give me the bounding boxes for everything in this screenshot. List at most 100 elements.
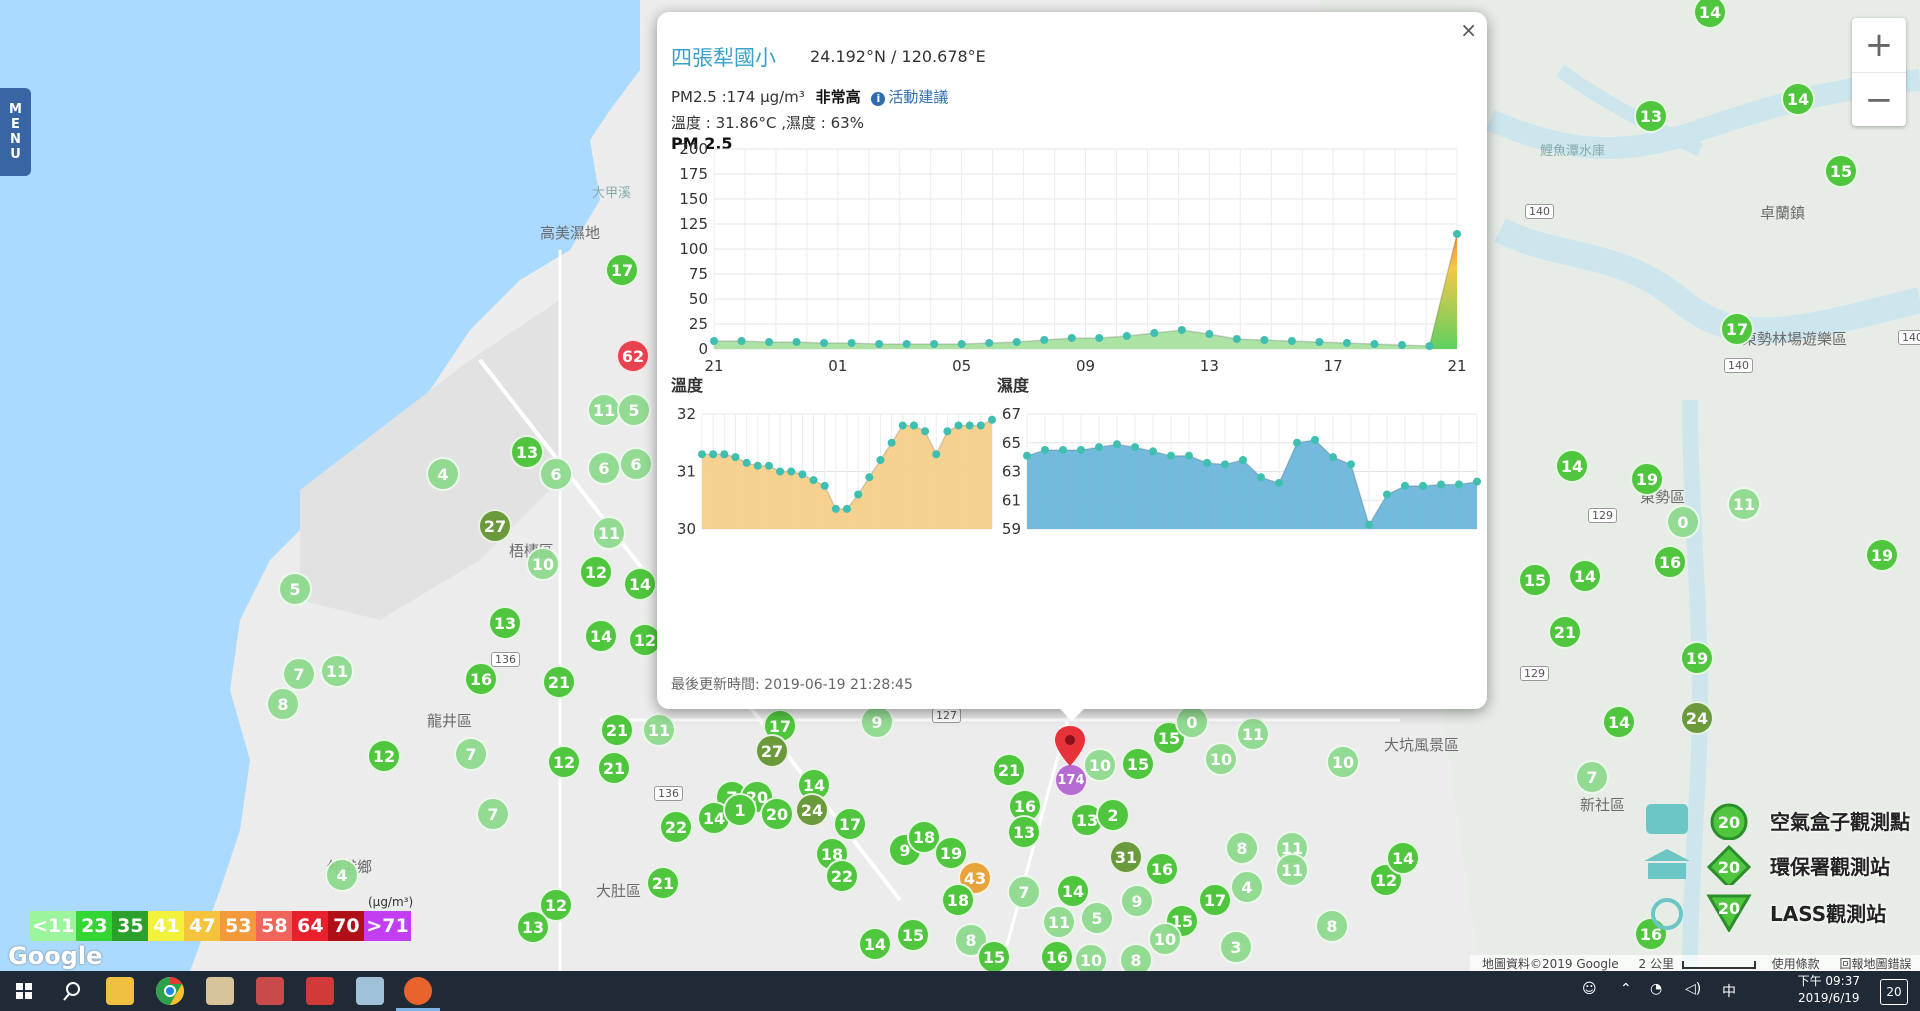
station-marker[interactable]: 16 xyxy=(1653,545,1687,579)
station-marker[interactable]: 24 xyxy=(795,793,829,827)
station-marker[interactable]: 11 xyxy=(1275,853,1309,887)
station-marker[interactable]: 13 xyxy=(488,606,522,640)
station-marker[interactable]: 2 xyxy=(1096,798,1130,832)
station-marker[interactable]: 14 xyxy=(1781,82,1815,116)
station-marker[interactable]: 4 xyxy=(325,858,359,892)
station-marker[interactable]: 14 xyxy=(1555,449,1589,483)
station-marker[interactable]: 20 xyxy=(760,797,794,831)
chevron-up-icon[interactable]: ⌃ xyxy=(1620,981,1632,997)
station-marker[interactable]: 12 xyxy=(539,888,573,922)
station-marker[interactable]: 16 xyxy=(464,662,498,696)
station-marker[interactable]: 18 xyxy=(941,883,975,917)
station-marker[interactable]: 27 xyxy=(478,509,512,543)
menu-button[interactable]: M E N U xyxy=(0,88,31,176)
station-marker[interactable]: 14 xyxy=(1693,0,1727,29)
station-marker[interactable]: 17 xyxy=(833,807,867,841)
station-marker[interactable]: 8 xyxy=(266,687,300,721)
station-marker[interactable]: 11 xyxy=(320,654,354,688)
station-marker[interactable]: 14 xyxy=(584,619,618,653)
station-marker[interactable]: 6 xyxy=(539,457,573,491)
notification-badge[interactable]: 20 xyxy=(1880,979,1908,1005)
station-marker[interactable]: 10 xyxy=(1083,748,1117,782)
station-marker[interactable]: 10 xyxy=(1074,943,1108,971)
app-icon[interactable] xyxy=(206,977,234,1005)
volume-icon[interactable]: ◁) xyxy=(1685,981,1702,997)
station-marker[interactable]: 3 xyxy=(1219,930,1253,964)
station-marker[interactable]: 7 xyxy=(454,737,488,771)
report-link[interactable]: 回報地圖錯誤 xyxy=(1839,957,1912,971)
location-pin-icon[interactable] xyxy=(1055,726,1085,766)
station-marker[interactable]: 27 xyxy=(755,734,789,768)
station-marker[interactable]: 10 xyxy=(1204,742,1238,776)
chrome-icon[interactable] xyxy=(156,977,184,1005)
station-marker[interactable]: 9 xyxy=(860,705,894,739)
station-marker[interactable]: 15 xyxy=(1518,563,1552,597)
station-marker[interactable]: 5 xyxy=(617,393,651,427)
station-marker[interactable]: 14 xyxy=(623,567,657,601)
station-marker[interactable]: 24 xyxy=(1680,701,1714,735)
station-marker[interactable]: 17 xyxy=(605,253,639,287)
station-marker[interactable]: 11 xyxy=(1042,905,1076,939)
station-marker[interactable]: 1 xyxy=(723,793,757,827)
station-marker[interactable]: 31 xyxy=(1109,840,1143,874)
station-marker[interactable]: 7 xyxy=(282,657,316,691)
app-icon[interactable] xyxy=(306,977,334,1005)
station-marker[interactable]: 14 xyxy=(1386,841,1420,875)
station-marker[interactable]: 16 xyxy=(1040,940,1074,971)
station-marker[interactable]: 21 xyxy=(992,753,1026,787)
station-marker[interactable]: 6 xyxy=(587,451,621,485)
station-marker[interactable]: 12 xyxy=(579,555,613,589)
zoom-out-button[interactable]: − xyxy=(1852,72,1906,127)
station-marker[interactable]: 14 xyxy=(1056,874,1090,908)
station-marker[interactable]: 15 xyxy=(1165,904,1199,938)
zoom-in-button[interactable]: + xyxy=(1864,25,1894,65)
station-marker[interactable]: 12 xyxy=(367,739,401,773)
advice-link[interactable]: i 活動建議 xyxy=(871,88,948,106)
station-marker[interactable]: 5 xyxy=(278,572,312,606)
station-marker[interactable]: 13 xyxy=(1634,99,1668,133)
station-marker[interactable]: 7 xyxy=(1575,760,1609,794)
station-marker[interactable]: 7 xyxy=(476,797,510,831)
station-marker[interactable]: 8 xyxy=(954,923,988,957)
station-marker[interactable]: 11 xyxy=(642,713,676,747)
station-marker[interactable]: 19 xyxy=(934,836,968,870)
file-explorer-icon[interactable] xyxy=(106,977,134,1005)
terms-link[interactable]: 使用條款 xyxy=(1771,957,1820,971)
firefox-icon[interactable] xyxy=(404,977,432,1005)
station-marker[interactable]: 16 xyxy=(1634,917,1668,951)
app-icon[interactable] xyxy=(256,977,284,1005)
station-marker[interactable]: 14 xyxy=(1602,705,1636,739)
station-marker[interactable]: 12 xyxy=(628,623,662,657)
station-marker[interactable]: 4 xyxy=(426,457,460,491)
station-marker[interactable]: 17 xyxy=(1720,312,1754,346)
station-marker[interactable]: 62 xyxy=(616,339,650,373)
station-marker[interactable]: 4 xyxy=(1230,870,1264,904)
station-marker[interactable]: 8 xyxy=(1225,831,1259,865)
station-marker[interactable]: 16 xyxy=(1145,852,1179,886)
station-marker[interactable]: 15 xyxy=(977,940,1011,971)
station-marker[interactable]: 10 xyxy=(526,547,560,581)
station-marker[interactable]: 21 xyxy=(542,665,576,699)
people-icon[interactable]: ☺ xyxy=(1582,981,1597,997)
station-marker[interactable]: 19 xyxy=(1680,641,1714,675)
station-marker[interactable]: 11 xyxy=(1236,717,1270,751)
station-marker[interactable]: 0 xyxy=(1666,505,1700,539)
station-marker[interactable]: 8 xyxy=(1315,909,1349,943)
station-marker[interactable]: 15 xyxy=(896,918,930,952)
ime-indicator[interactable]: 中 xyxy=(1722,984,1736,1000)
station-marker[interactable]: 10 xyxy=(1148,922,1182,956)
station-marker[interactable]: 15 xyxy=(1824,154,1858,188)
station-marker[interactable]: 21 xyxy=(600,713,634,747)
search-icon[interactable] xyxy=(58,977,86,1005)
station-marker[interactable]: 13 xyxy=(516,910,550,944)
station-marker[interactable]: 0 xyxy=(1175,705,1209,739)
station-marker[interactable]: 22 xyxy=(659,810,693,844)
station-marker[interactable]: 14 xyxy=(797,768,831,802)
station-marker[interactable]: 19 xyxy=(1630,462,1664,496)
station-marker[interactable]: 5 xyxy=(1080,901,1114,935)
network-icon[interactable]: ◔ xyxy=(1650,981,1663,997)
station-marker[interactable]: 21 xyxy=(597,751,631,785)
station-marker[interactable]: 21 xyxy=(1548,615,1582,649)
station-marker[interactable]: 14 xyxy=(858,927,892,961)
station-marker[interactable]: 15 xyxy=(1121,747,1155,781)
